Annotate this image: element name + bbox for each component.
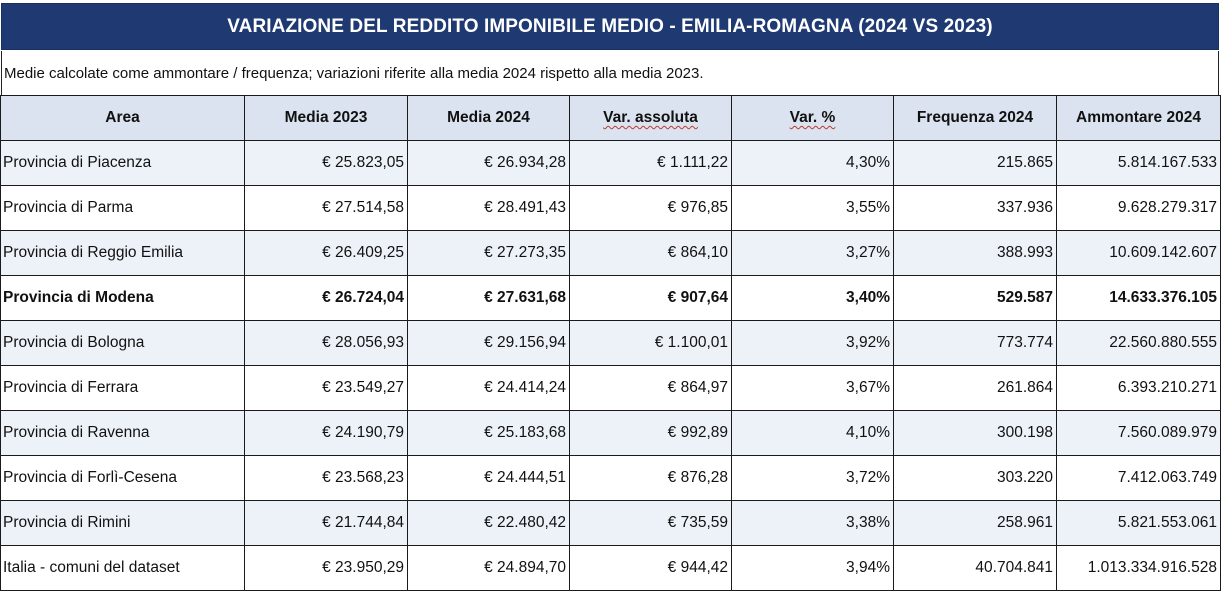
- cell-ammontare-2024[interactable]: 5.814.167.533: [1056, 140, 1221, 186]
- cell-var-percent[interactable]: 3,40%: [731, 275, 894, 321]
- cell-ammontare-2024[interactable]: 5.821.553.061: [1056, 500, 1221, 546]
- header-frequenza-2024[interactable]: Frequenza 2024: [893, 95, 1057, 141]
- cell-media-2024[interactable]: € 24.444,51: [407, 455, 570, 501]
- header-media-2024[interactable]: Media 2024: [407, 95, 570, 141]
- cell-ammontare-2024[interactable]: 14.633.376.105: [1056, 275, 1221, 321]
- cell-var-assoluta[interactable]: € 944,42: [569, 545, 732, 591]
- cell-media-2023[interactable]: € 25.823,05: [244, 140, 408, 186]
- sheet-top-gridlines: [0, 0, 1222, 5]
- cell-area[interactable]: Provincia di Piacenza: [0, 140, 245, 186]
- area-label: Provincia di Forlì-Cesena: [3, 469, 178, 486]
- cell-frequenza-2024[interactable]: 258.961: [893, 500, 1057, 546]
- cell-frequenza-2024[interactable]: 773.774: [893, 320, 1057, 366]
- cell-media-2023[interactable]: € 23.549,27: [244, 365, 408, 411]
- header-media-2023[interactable]: Media 2023: [244, 95, 408, 141]
- header-ammontare-2024[interactable]: Ammontare 2024: [1056, 95, 1221, 141]
- cell-area[interactable]: Provincia di Rimini: [0, 500, 245, 546]
- cell-media-2023[interactable]: € 21.744,84: [244, 500, 408, 546]
- cell-var-percent[interactable]: 3,27%: [731, 230, 894, 276]
- cell-area[interactable]: Provincia di Bologna: [0, 320, 245, 366]
- cell-var-assoluta[interactable]: € 864,10: [569, 230, 732, 276]
- cell-media-2023[interactable]: € 27.514,58: [244, 185, 408, 231]
- cell-var-percent[interactable]: 3,38%: [731, 500, 894, 546]
- cell-var-assoluta[interactable]: € 992,89: [569, 410, 732, 456]
- cell-var-percent[interactable]: 3,72%: [731, 455, 894, 501]
- table-row: Italia - comuni del dataset € 23.950,29 € …: [0, 545, 1221, 591]
- cell-ammontare-2024[interactable]: 7.412.063.749: [1056, 455, 1221, 501]
- cell-media-2023[interactable]: € 24.190,79: [244, 410, 408, 456]
- cell-var-percent[interactable]: 3,55%: [731, 185, 894, 231]
- cell-media-2024[interactable]: € 29.156,94: [407, 320, 570, 366]
- cell-ammontare-2024[interactable]: 9.628.279.317: [1056, 185, 1221, 231]
- cell-var-percent[interactable]: 4,30%: [731, 140, 894, 186]
- cell-media-2024[interactable]: € 25.183,68: [407, 410, 570, 456]
- cell-var-percent[interactable]: 3,92%: [731, 320, 894, 366]
- cell-media-2024[interactable]: € 24.414,24: [407, 365, 570, 411]
- cell-media-2023[interactable]: € 26.409,25: [244, 230, 408, 276]
- header-var-percent[interactable]: Var. %: [731, 95, 894, 141]
- cell-var-percent[interactable]: 3,94%: [731, 545, 894, 591]
- table-row: Provincia di Parma € 27.514,58 € 28.491,43…: [0, 185, 1221, 231]
- cell-ammontare-2024[interactable]: 6.393.210.271: [1056, 365, 1221, 411]
- table-row: Provincia di Bologna € 28.056,93 € 29.156,…: [0, 320, 1221, 366]
- table-row: Provincia di Ferrara € 23.549,27 € 24.414,…: [0, 365, 1221, 411]
- cell-var-assoluta[interactable]: € 735,59: [569, 500, 732, 546]
- cell-media-2024[interactable]: € 22.480,42: [407, 500, 570, 546]
- cell-media-2024[interactable]: € 26.934,28: [407, 140, 570, 186]
- cell-frequenza-2024[interactable]: 303.220: [893, 455, 1057, 501]
- cell-frequenza-2024[interactable]: 261.864: [893, 365, 1057, 411]
- cell-var-assoluta[interactable]: € 1.111,22: [569, 140, 732, 186]
- cell-area[interactable]: Italia - comuni del dataset: [0, 545, 245, 591]
- cell-var-assoluta[interactable]: € 907,64: [569, 275, 732, 321]
- cell-media-2023[interactable]: € 26.724,04: [244, 275, 408, 321]
- table-subtitle[interactable]: Medie calcolate come ammontare / frequen…: [1, 51, 1219, 95]
- cell-media-2023[interactable]: € 23.568,23: [244, 455, 408, 501]
- cell-var-assoluta[interactable]: € 864,97: [569, 365, 732, 411]
- table-title[interactable]: VARIAZIONE DEL REDDITO IMPONIBILE MEDIO …: [1, 3, 1219, 50]
- cell-area[interactable]: Provincia di Parma: [0, 185, 245, 231]
- table-row: Provincia di Modena € 26.724,04 € 27.631,6…: [0, 275, 1221, 321]
- header-area[interactable]: Area: [0, 95, 245, 141]
- cell-media-2024[interactable]: € 27.273,35: [407, 230, 570, 276]
- table-row: Provincia di Forlì-Cesena € 23.568,23 € 24…: [0, 455, 1221, 501]
- cell-area[interactable]: Provincia di Ferrara: [0, 365, 245, 411]
- cell-media-2024[interactable]: € 27.631,68: [407, 275, 570, 321]
- cell-frequenza-2024[interactable]: 215.865: [893, 140, 1057, 186]
- income-table: Area Media 2023 Media 2024 Var. assoluta…: [0, 95, 1221, 591]
- cell-var-assoluta[interactable]: € 876,28: [569, 455, 732, 501]
- cell-area[interactable]: Provincia di Ravenna: [0, 410, 245, 456]
- cell-frequenza-2024[interactable]: 300.198: [893, 410, 1057, 456]
- cell-ammontare-2024[interactable]: 10.609.142.607: [1056, 230, 1221, 276]
- cell-var-percent[interactable]: 3,67%: [731, 365, 894, 411]
- cell-var-assoluta[interactable]: € 1.100,01: [569, 320, 732, 366]
- cell-ammontare-2024[interactable]: 7.560.089.979: [1056, 410, 1221, 456]
- cell-var-assoluta[interactable]: € 976,85: [569, 185, 732, 231]
- table-row: Provincia di Reggio Emilia € 26.409,25 € 2…: [0, 230, 1221, 276]
- cell-area[interactable]: Provincia di Reggio Emilia: [0, 230, 245, 276]
- cell-ammontare-2024[interactable]: 1.013.334.916.528: [1056, 545, 1221, 591]
- table-row: Provincia di Piacenza € 25.823,05 € 26.934…: [0, 140, 1221, 186]
- cell-area[interactable]: Provincia di Forlì-Cesena: [0, 455, 245, 501]
- table-row: Provincia di Ravenna € 24.190,79 € 25.183,…: [0, 410, 1221, 456]
- cell-media-2024[interactable]: € 28.491,43: [407, 185, 570, 231]
- cell-media-2023[interactable]: € 23.950,29: [244, 545, 408, 591]
- cell-media-2024[interactable]: € 24.894,70: [407, 545, 570, 591]
- table-row: Provincia di Rimini € 21.744,84 € 22.480,4…: [0, 500, 1221, 546]
- cell-frequenza-2024[interactable]: 337.936: [893, 185, 1057, 231]
- cell-area[interactable]: Provincia di Modena: [0, 275, 245, 321]
- cell-media-2023[interactable]: € 28.056,93: [244, 320, 408, 366]
- cell-frequenza-2024[interactable]: 40.704.841: [893, 545, 1057, 591]
- cell-var-percent[interactable]: 4,10%: [731, 410, 894, 456]
- header-row: Area Media 2023 Media 2024 Var. assoluta…: [0, 95, 1221, 141]
- header-var-assoluta[interactable]: Var. assoluta: [569, 95, 732, 141]
- cell-ammontare-2024[interactable]: 22.560.880.555: [1056, 320, 1221, 366]
- cell-frequenza-2024[interactable]: 388.993: [893, 230, 1057, 276]
- cell-frequenza-2024[interactable]: 529.587: [893, 275, 1057, 321]
